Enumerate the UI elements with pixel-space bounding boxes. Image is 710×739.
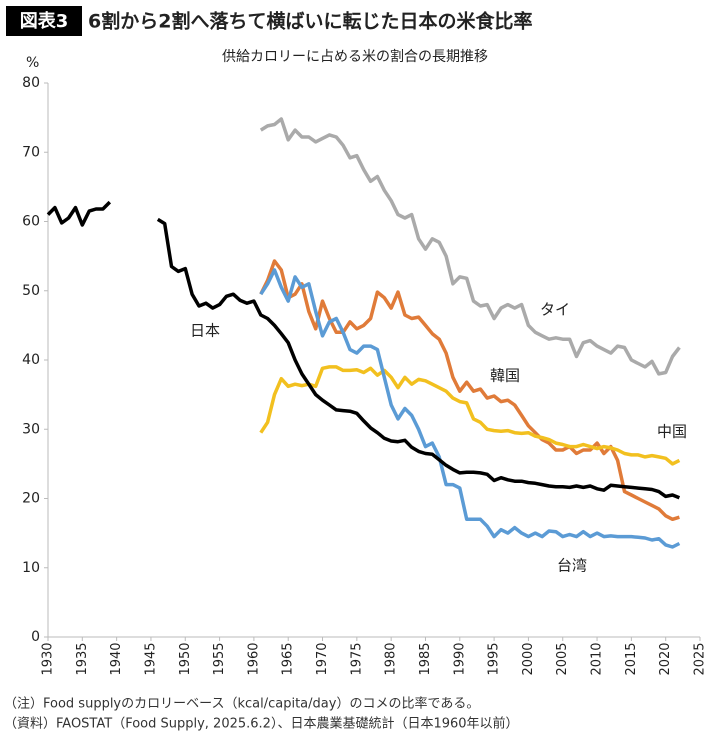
series-line — [46, 200, 681, 500]
x-tick-label: 2020 — [658, 642, 673, 675]
y-tick-label: 0 — [31, 629, 40, 645]
y-tick-label: 70 — [22, 144, 40, 160]
series-line — [259, 365, 681, 466]
x-tick-label: 1930 — [41, 642, 56, 675]
x-tick-label: 1965 — [281, 642, 296, 675]
x-tick-label: 1995 — [487, 642, 502, 675]
x-tick-label: 2005 — [555, 642, 570, 675]
series-line — [259, 268, 681, 549]
y-tick-label: 50 — [22, 283, 40, 299]
y-tick-label: 10 — [22, 560, 40, 576]
note: （注）Food supplyのカロリーベース（kcal/capita/day）の… — [4, 696, 479, 712]
x-tick-label: 1975 — [349, 642, 364, 675]
x-tick-label: 1980 — [384, 642, 399, 675]
y-tick-label: 60 — [22, 214, 40, 230]
x-tick-label: 2025 — [693, 642, 708, 675]
x-tick-label: 1990 — [452, 642, 467, 675]
x-tick-label: 1985 — [418, 642, 433, 675]
y-tick-label: 30 — [22, 421, 40, 437]
x-tick-label: 1955 — [212, 642, 227, 675]
y-unit: % — [26, 55, 39, 71]
series-line — [259, 117, 681, 376]
chart-title: 6割から2割へ落ちて横ばいに転じた日本の米食比率 — [88, 10, 532, 33]
x-tick-label: 1950 — [178, 642, 193, 675]
y-tick-label: 80 — [22, 75, 40, 91]
chart-subtitle: 供給カロリーに占める米の割合の長期推移 — [222, 48, 488, 65]
series-label: 韓国 — [490, 367, 520, 385]
note: （資料）FAOSTAT（Food Supply, 2025.6.2）、日本農業基… — [4, 716, 519, 732]
y-tick-label: 40 — [22, 352, 40, 368]
series-line — [259, 259, 680, 522]
y-tick-label: 20 — [22, 491, 40, 507]
x-tick-label: 1970 — [315, 642, 330, 675]
x-tick-label: 2010 — [590, 642, 605, 675]
series-label: 日本 — [190, 322, 220, 340]
figure-label: 図表3 — [20, 10, 69, 32]
series-label: 中国 — [657, 423, 687, 441]
x-tick-label: 1935 — [75, 642, 90, 675]
x-tick-label: 1940 — [109, 642, 124, 675]
x-tick-label: 2015 — [624, 642, 639, 675]
series-label: 台湾 — [557, 557, 587, 575]
x-tick-label: 1945 — [143, 642, 158, 675]
series-label: タイ — [540, 301, 570, 319]
badge-bg — [6, 6, 82, 36]
x-tick-label: 2000 — [521, 642, 536, 675]
x-tick-label: 1960 — [246, 642, 261, 675]
